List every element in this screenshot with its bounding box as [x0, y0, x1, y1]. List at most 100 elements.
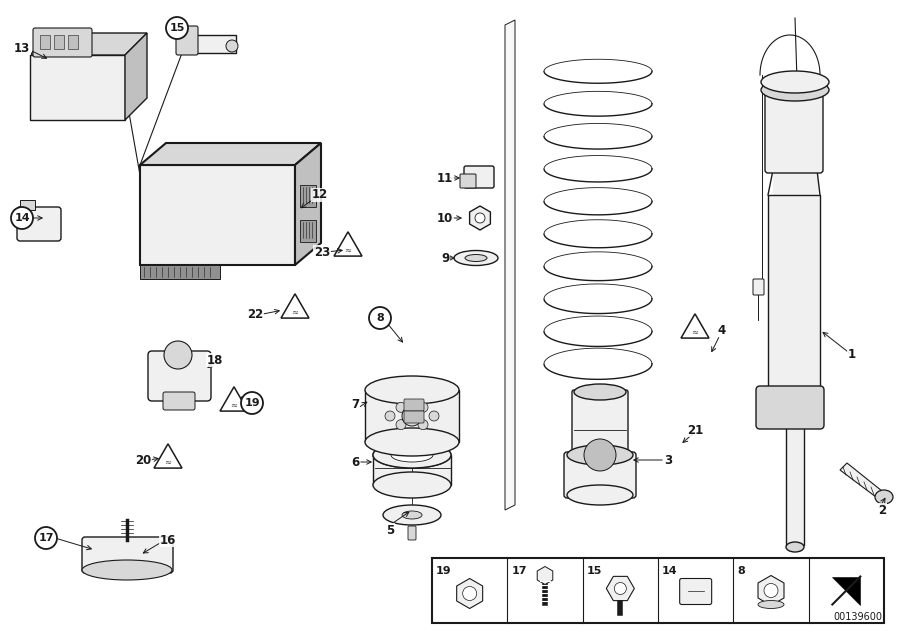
- Ellipse shape: [567, 485, 633, 505]
- Ellipse shape: [567, 445, 633, 465]
- Ellipse shape: [786, 542, 804, 552]
- Circle shape: [764, 583, 778, 597]
- Ellipse shape: [758, 600, 784, 609]
- Circle shape: [385, 411, 395, 421]
- Ellipse shape: [875, 490, 893, 504]
- Text: 23: 23: [314, 245, 330, 258]
- Circle shape: [369, 307, 391, 329]
- FancyBboxPatch shape: [404, 399, 424, 411]
- Text: 3: 3: [664, 453, 672, 466]
- Polygon shape: [334, 232, 362, 256]
- Polygon shape: [220, 387, 248, 411]
- Circle shape: [166, 17, 188, 39]
- Text: 22: 22: [247, 308, 263, 322]
- Ellipse shape: [82, 560, 172, 580]
- Ellipse shape: [373, 442, 451, 468]
- Text: 19: 19: [436, 566, 452, 576]
- Text: 14: 14: [662, 566, 678, 576]
- Circle shape: [475, 213, 485, 223]
- FancyBboxPatch shape: [300, 185, 316, 207]
- Text: 21: 21: [687, 424, 703, 436]
- Text: 16: 16: [160, 534, 176, 546]
- FancyBboxPatch shape: [408, 526, 416, 540]
- Circle shape: [584, 439, 616, 471]
- FancyBboxPatch shape: [148, 351, 211, 401]
- Polygon shape: [20, 200, 35, 210]
- Ellipse shape: [365, 376, 459, 404]
- Polygon shape: [140, 143, 321, 165]
- Circle shape: [241, 392, 263, 414]
- Text: 8: 8: [376, 313, 384, 323]
- Ellipse shape: [465, 254, 487, 261]
- Polygon shape: [295, 143, 321, 265]
- Ellipse shape: [761, 79, 829, 101]
- FancyBboxPatch shape: [68, 35, 78, 49]
- FancyBboxPatch shape: [756, 386, 824, 429]
- Circle shape: [615, 583, 626, 595]
- FancyBboxPatch shape: [365, 390, 459, 442]
- FancyBboxPatch shape: [564, 452, 636, 498]
- FancyBboxPatch shape: [33, 28, 92, 57]
- Polygon shape: [840, 463, 887, 500]
- Text: ≈: ≈: [165, 457, 172, 466]
- Text: ≈: ≈: [691, 328, 698, 336]
- Text: 9: 9: [441, 251, 449, 265]
- Text: 8: 8: [737, 566, 745, 576]
- Text: 1: 1: [848, 349, 856, 361]
- Text: 17: 17: [511, 566, 526, 576]
- Text: 15: 15: [169, 23, 184, 33]
- Circle shape: [429, 411, 439, 421]
- FancyBboxPatch shape: [464, 166, 494, 188]
- FancyBboxPatch shape: [82, 537, 173, 573]
- FancyBboxPatch shape: [404, 411, 424, 423]
- FancyBboxPatch shape: [768, 195, 820, 395]
- FancyBboxPatch shape: [40, 35, 50, 49]
- FancyBboxPatch shape: [373, 455, 451, 485]
- FancyBboxPatch shape: [300, 220, 316, 242]
- FancyBboxPatch shape: [17, 207, 61, 241]
- FancyBboxPatch shape: [753, 279, 764, 295]
- Polygon shape: [681, 314, 709, 338]
- Ellipse shape: [373, 472, 451, 498]
- Ellipse shape: [454, 251, 498, 265]
- Ellipse shape: [761, 71, 829, 93]
- Text: 17: 17: [38, 533, 54, 543]
- Circle shape: [402, 406, 422, 426]
- Circle shape: [396, 420, 406, 430]
- FancyBboxPatch shape: [680, 579, 712, 604]
- Polygon shape: [281, 294, 309, 318]
- FancyBboxPatch shape: [140, 265, 220, 279]
- FancyBboxPatch shape: [178, 35, 236, 53]
- Circle shape: [463, 586, 477, 600]
- Polygon shape: [30, 33, 147, 55]
- FancyBboxPatch shape: [432, 558, 884, 623]
- FancyBboxPatch shape: [140, 165, 295, 265]
- Ellipse shape: [391, 448, 433, 462]
- Text: 00139600: 00139600: [833, 612, 882, 622]
- Ellipse shape: [373, 442, 451, 468]
- Ellipse shape: [383, 505, 441, 525]
- Text: 2: 2: [878, 504, 886, 516]
- FancyBboxPatch shape: [765, 87, 823, 173]
- Ellipse shape: [574, 384, 626, 400]
- Text: 7: 7: [351, 399, 359, 411]
- Polygon shape: [125, 33, 147, 120]
- Circle shape: [226, 40, 238, 52]
- Text: 19: 19: [244, 398, 260, 408]
- Circle shape: [35, 527, 57, 549]
- Text: ≈: ≈: [292, 307, 299, 317]
- FancyBboxPatch shape: [786, 425, 804, 545]
- Text: 15: 15: [587, 566, 602, 576]
- Text: 13: 13: [14, 41, 30, 55]
- Ellipse shape: [402, 511, 422, 519]
- Text: 5: 5: [386, 523, 394, 537]
- Circle shape: [164, 341, 192, 369]
- FancyBboxPatch shape: [54, 35, 64, 49]
- Text: ≈: ≈: [345, 245, 352, 254]
- FancyBboxPatch shape: [176, 26, 198, 55]
- Text: 6: 6: [351, 455, 359, 469]
- FancyBboxPatch shape: [30, 55, 125, 120]
- Ellipse shape: [365, 428, 459, 456]
- Text: 4: 4: [718, 324, 726, 336]
- Polygon shape: [505, 20, 515, 510]
